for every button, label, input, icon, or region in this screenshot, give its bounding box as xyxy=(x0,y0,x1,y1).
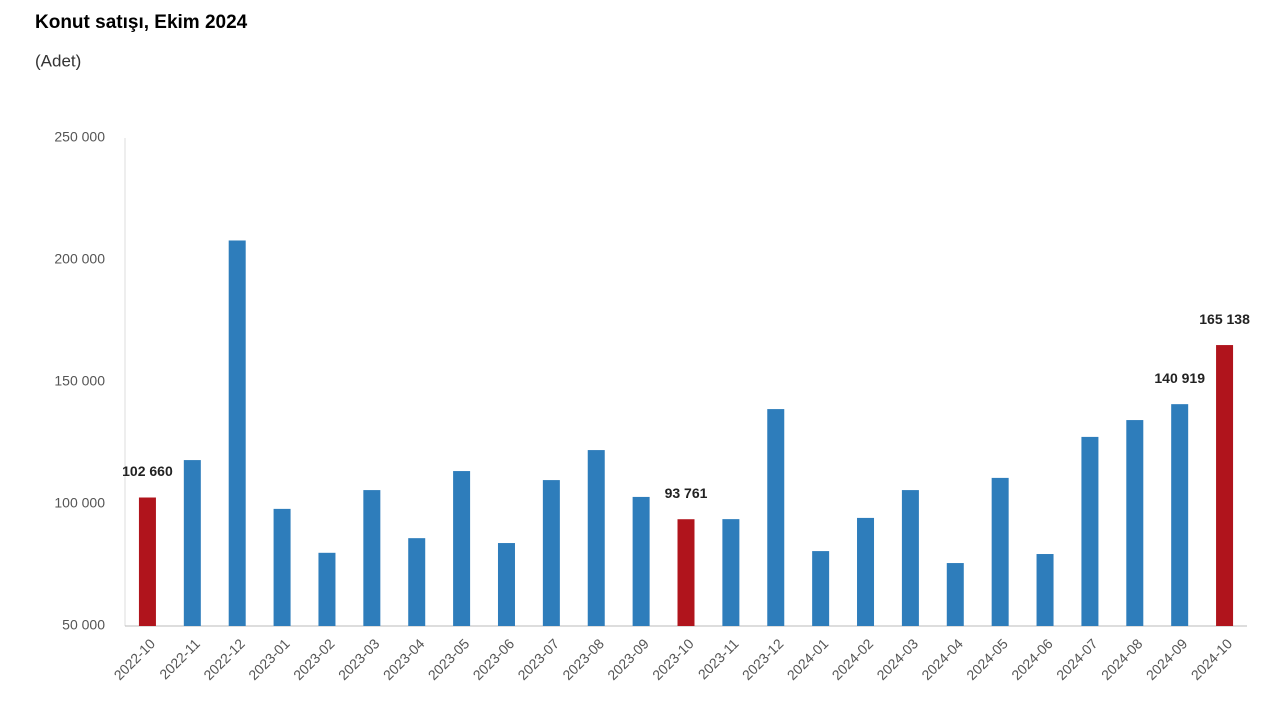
x-tick-label: 2023-03 xyxy=(335,635,383,683)
y-tick-label: 250 000 xyxy=(54,129,105,145)
x-tick-label: 2023-07 xyxy=(514,635,562,683)
y-tick-label: 200 000 xyxy=(54,251,105,267)
y-tick-label: 100 000 xyxy=(54,495,105,511)
bar xyxy=(1036,554,1054,626)
bar xyxy=(991,477,1009,626)
value-label: 93 761 xyxy=(665,485,708,501)
bar xyxy=(1081,436,1099,626)
bar xyxy=(901,490,919,626)
y-tick-label: 150 000 xyxy=(54,373,105,389)
x-tick-label: 2022-12 xyxy=(200,635,248,683)
chart-title: Konut satışı, Ekim 2024 xyxy=(35,12,248,33)
bar xyxy=(632,496,650,626)
value-label: 165 138 xyxy=(1199,311,1250,327)
x-tick-label: 2023-01 xyxy=(245,635,293,683)
bar xyxy=(1216,345,1234,626)
y-tick-label: 50 000 xyxy=(62,617,105,633)
x-tick-label: 2024-02 xyxy=(829,635,877,683)
bar xyxy=(677,519,695,626)
value-label: 140 919 xyxy=(1154,370,1205,386)
x-tick-label: 2023-02 xyxy=(290,635,338,683)
bar xyxy=(273,508,291,626)
x-tick-label: 2023-11 xyxy=(695,635,742,682)
x-tick-label: 2024-04 xyxy=(918,635,966,683)
bar xyxy=(587,450,605,626)
bar xyxy=(767,409,785,626)
x-tick-label: 2023-08 xyxy=(559,635,607,683)
chart-subtitle: (Adet) xyxy=(35,51,81,70)
x-tick-label: 2024-01 xyxy=(784,635,832,683)
x-tick-label: 2023-05 xyxy=(425,635,473,683)
bar xyxy=(408,538,426,626)
x-tick-label: 2022-11 xyxy=(156,635,203,682)
x-tick-label: 2024-08 xyxy=(1098,635,1146,683)
x-tick-label: 2023-09 xyxy=(604,635,652,683)
bar xyxy=(1171,404,1189,626)
value-label: 102 660 xyxy=(122,463,173,479)
bar xyxy=(722,519,740,626)
x-tick-label: 2022-10 xyxy=(111,635,159,683)
bar xyxy=(183,460,201,626)
x-tick-label: 2024-06 xyxy=(1008,635,1056,683)
bar xyxy=(497,543,515,626)
bar xyxy=(1126,420,1144,626)
bar xyxy=(138,497,156,626)
x-tick-label: 2024-09 xyxy=(1143,635,1191,683)
bar xyxy=(542,480,560,626)
x-tick-label: 2024-03 xyxy=(873,635,921,683)
bar xyxy=(363,490,381,626)
x-tick-label: 2023-10 xyxy=(649,635,697,683)
x-tick-label: 2024-07 xyxy=(1053,635,1101,683)
x-tick-label: 2023-06 xyxy=(470,635,518,683)
x-tick-label: 2023-12 xyxy=(739,635,787,683)
bar xyxy=(812,551,830,626)
bar xyxy=(228,240,246,627)
x-tick-label: 2024-10 xyxy=(1188,635,1236,683)
x-tick-label: 2024-05 xyxy=(963,635,1011,683)
bar xyxy=(453,471,471,626)
bar xyxy=(857,517,875,626)
bar xyxy=(318,552,336,626)
bar xyxy=(946,563,964,626)
x-tick-label: 2023-04 xyxy=(380,635,428,683)
